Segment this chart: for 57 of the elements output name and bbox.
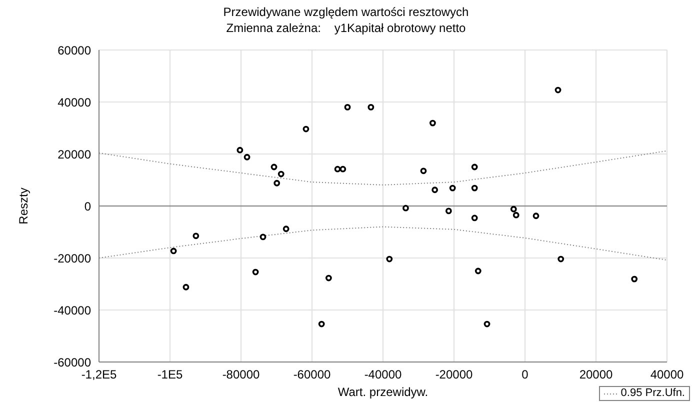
point — [445, 208, 452, 214]
point — [471, 184, 478, 192]
x-tick-label: -1E5 — [157, 368, 183, 382]
point — [432, 186, 438, 194]
point — [554, 86, 562, 94]
point — [402, 204, 409, 212]
point — [449, 184, 456, 192]
point — [471, 214, 478, 222]
x-tick-label: -40000 — [364, 368, 402, 382]
point — [182, 284, 190, 290]
y-tick-label: 60000 — [58, 43, 92, 58]
point — [244, 154, 250, 160]
point — [236, 146, 244, 154]
point — [512, 212, 520, 218]
y-tick-label: 40000 — [58, 95, 92, 110]
point — [471, 164, 478, 170]
point — [302, 126, 310, 132]
point — [325, 274, 332, 282]
point — [260, 234, 266, 240]
point — [274, 180, 280, 186]
point — [282, 226, 290, 232]
point — [558, 256, 564, 262]
point — [170, 248, 177, 254]
y-tick-label: -40000 — [54, 303, 92, 318]
point — [484, 320, 490, 328]
point — [430, 120, 436, 126]
x-tick-label: 20000 — [579, 368, 614, 382]
x-tick-label: -60000 — [293, 368, 332, 382]
x-tick-label: -20000 — [435, 368, 474, 382]
x-axis-title: Wart. przewidyw. — [338, 385, 428, 399]
point — [532, 212, 540, 220]
x-tick-label: 40000 — [650, 368, 684, 382]
point — [318, 320, 325, 328]
y-tick-label: 20000 — [58, 147, 92, 162]
x-tick-label: 0 — [522, 368, 529, 382]
y-tick-label: -20000 — [54, 251, 92, 266]
point — [631, 276, 638, 282]
point — [344, 104, 351, 110]
y-tick-label: 0 — [84, 199, 92, 214]
chart-title: Przewidywane względem wartości resztowych — [222, 4, 470, 20]
chart-subtitle: Zmienna zależna: y1Kapitał obrotowy netto — [225, 20, 467, 36]
point — [252, 268, 259, 276]
point — [334, 166, 341, 172]
point — [278, 170, 284, 178]
point — [270, 164, 278, 170]
point — [340, 166, 346, 172]
y-axis-title: Reszty — [16, 188, 30, 224]
x-tick-label: -80000 — [222, 368, 260, 382]
point — [474, 268, 482, 274]
point — [510, 206, 517, 212]
point — [386, 256, 393, 262]
legend-label: 0.95 Prz.Ufn. — [620, 387, 685, 400]
point — [368, 104, 374, 110]
point — [192, 232, 200, 240]
x-tick-label: -1,2E5 — [81, 368, 117, 382]
point — [420, 168, 427, 174]
y-tick-label: -60000 — [54, 355, 92, 370]
